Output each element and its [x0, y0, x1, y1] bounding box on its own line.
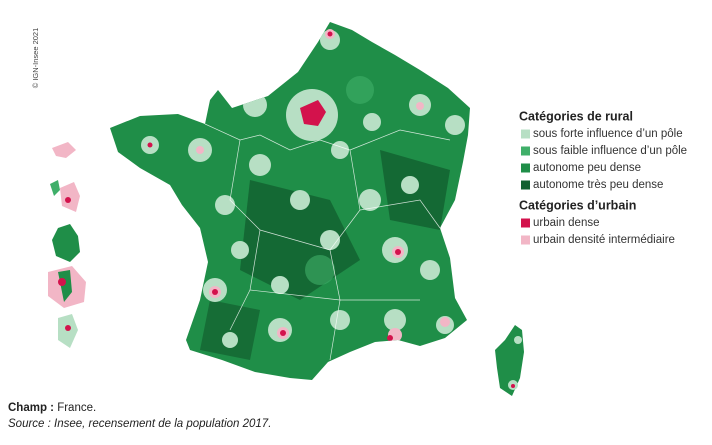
legend-swatch — [521, 146, 530, 156]
legend-heading: Catégories de rural — [519, 109, 633, 123]
copyright: © IGN-Insee 2021 — [31, 28, 40, 89]
legend-label: sous faible influence d’un pôle — [533, 145, 687, 157]
legend: Catégories de rural sous forte influence … — [519, 109, 687, 246]
legend-swatch — [521, 235, 530, 245]
legend-swatch — [521, 129, 530, 139]
legend-swatch — [521, 163, 530, 173]
legend-swatch — [521, 180, 530, 190]
legend-label: urbain dense — [533, 217, 600, 229]
scope-label: Champ : — [8, 402, 54, 414]
legend-heading: Catégories d’urbain — [519, 198, 636, 212]
legend-label: urbain densité intermédiaire — [533, 234, 675, 246]
france-map — [110, 22, 470, 380]
legend-label: sous forte influence d’un pôle — [533, 128, 683, 140]
scope-text: France. — [57, 402, 96, 414]
legend-label: autonome peu dense — [533, 162, 641, 174]
legend-label: autonome très peu dense — [533, 179, 663, 191]
legend-swatch — [521, 218, 530, 228]
corsica — [495, 325, 524, 396]
overseas-territories — [48, 142, 86, 348]
footer-source: Source : Insee, recensement de la popula… — [8, 418, 271, 430]
footer-scope: Champ : France. — [8, 402, 96, 414]
